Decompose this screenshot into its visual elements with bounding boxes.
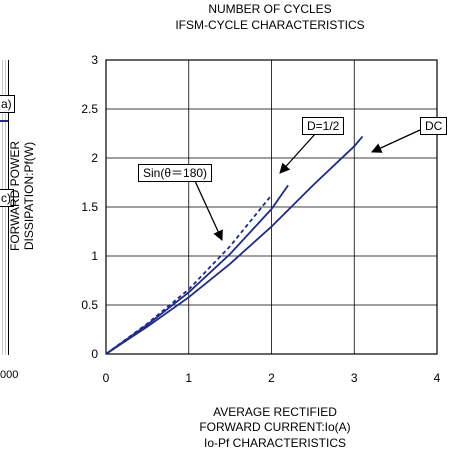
left-panel-series-1 [0, 120, 8, 122]
chart-title: Io-Pf CHARACTERISTICS [203, 436, 347, 450]
annotation-arrows [194, 129, 421, 241]
y-tick-label: 2.5 [81, 102, 98, 116]
annotation-dc: DC [420, 117, 448, 135]
series-line-d-1-2 [105, 184, 289, 355]
left-panel-label-a: a) [0, 95, 15, 113]
x-tick-label: 4 [433, 371, 441, 385]
arrow-sin [194, 180, 223, 241]
x-tick-label: 0 [102, 371, 110, 385]
y-tick-label: 0.5 [81, 298, 98, 312]
top-chart-subtitle: IFSM-CYCLE CHARACTERISTICS [175, 18, 365, 32]
series-line-sin-180- [105, 194, 273, 355]
x-tick-label: 3 [350, 371, 358, 385]
annotation-sin: Sin(θ＝180) [138, 164, 213, 182]
arrow-d-half [279, 132, 317, 174]
x-axis-label-line1: AVERAGE RECTIFIED [213, 405, 337, 419]
y-tick-label: 1.5 [81, 200, 98, 214]
left-panel-tick-fragment: 000 [0, 369, 19, 381]
annotation-d-half: D=1/2 [302, 117, 345, 135]
y-tick-label: 1 [91, 249, 98, 263]
series-line-dc [105, 135, 364, 355]
series-lines [105, 135, 364, 355]
left-panel-hatch [0, 60, 9, 355]
y-tick-label: 3 [91, 53, 98, 67]
x-axis-label-line2: FORWARD CURRENT:Io(A) [199, 420, 351, 434]
plot-frame [105, 59, 438, 355]
x-tick-label: 2 [268, 371, 275, 385]
grid-lines [106, 60, 437, 354]
top-chart-title: NUMBER OF CYCLES [208, 2, 332, 16]
arrow-dc [371, 129, 421, 153]
x-tick-label: 1 [185, 371, 193, 385]
y-tick-label: 0 [91, 347, 98, 361]
left-panel-label-c: c) [0, 189, 14, 207]
y-tick-label: 2 [91, 151, 98, 165]
